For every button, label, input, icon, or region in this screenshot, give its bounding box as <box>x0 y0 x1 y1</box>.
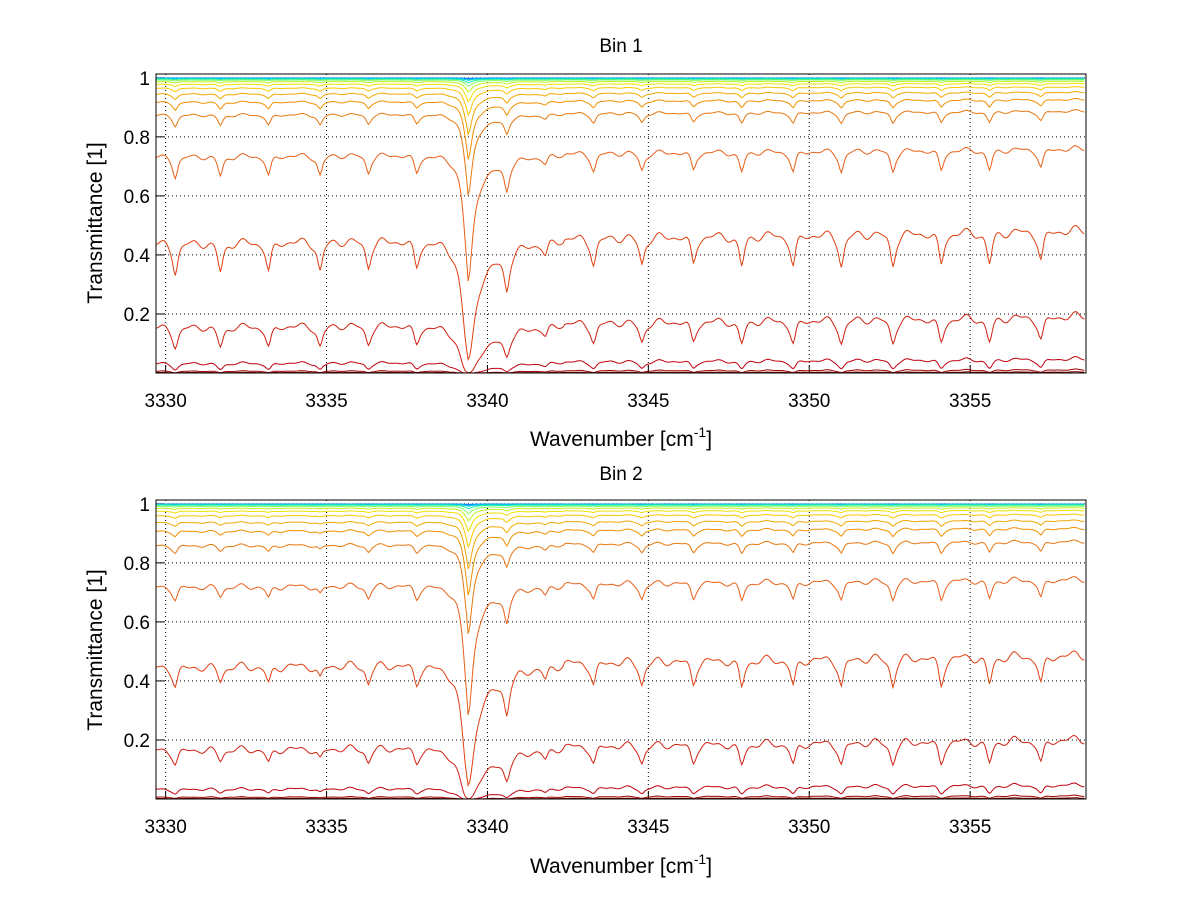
series-line-s8 <box>156 513 1085 549</box>
series-line-s11 <box>155 109 1085 196</box>
y-tick-label: 0.2 <box>124 305 150 326</box>
x-tick-label: 3340 <box>466 817 508 838</box>
series-line-s6 <box>156 507 1085 522</box>
x-axis-label: Wavenumber [cm-1] <box>530 424 712 451</box>
y-tick-label: 0.8 <box>124 128 150 149</box>
y-tick-label: 0.2 <box>124 731 150 752</box>
y-tick-label: 0.6 <box>124 613 150 634</box>
series-line-s3 <box>156 503 1085 507</box>
y-tick-label: 0.6 <box>124 187 150 208</box>
x-tick-label: 3335 <box>305 817 347 838</box>
x-tick-label: 3350 <box>788 817 830 838</box>
axes-box <box>155 73 1087 374</box>
series-line-s11 <box>156 539 1085 634</box>
series-line-s4 <box>155 78 1085 84</box>
y-axis-label: Transmittance [1] <box>84 142 107 303</box>
x-tick-label: 3330 <box>145 817 187 838</box>
y-tick-label: 1 <box>139 69 150 90</box>
series-line-s5 <box>156 79 1085 87</box>
series-line-s15 <box>156 782 1085 800</box>
x-axis-label: Wavenumber [cm-1] <box>530 851 712 878</box>
series-line-s3 <box>156 77 1085 81</box>
series-line-s13 <box>155 224 1085 362</box>
x-tick-label: 3355 <box>949 817 991 838</box>
y-tick-label: 0.4 <box>124 672 151 693</box>
chart-title: Bin 2 <box>599 464 642 485</box>
series-line-s16 <box>156 794 1085 800</box>
y-tick-label: 0.4 <box>124 246 151 267</box>
series-line-s7 <box>156 509 1085 533</box>
series-line-s10 <box>156 527 1085 596</box>
x-tick-label: 3350 <box>788 391 830 412</box>
series-line-s8 <box>155 86 1085 117</box>
series-line-s10 <box>155 98 1085 160</box>
y-tick-label: 1 <box>139 495 150 516</box>
series-line-s12 <box>155 145 1085 282</box>
series-line-s14 <box>155 311 1085 374</box>
x-tick-label: 3345 <box>627 817 669 838</box>
series-line-s9 <box>156 519 1085 570</box>
series-line-s16 <box>155 368 1085 374</box>
axes-bin-2: Bin 2 Wavenumber [cm-1] Transmittance [1… <box>84 464 1087 878</box>
series-line-s15 <box>155 356 1085 374</box>
series-line-s6 <box>156 80 1085 93</box>
axes-bin-1: Bin 1 Wavenumber [cm-1] Transmittance [1… <box>84 36 1087 451</box>
y-axis-label: Transmittance [1] <box>84 569 107 730</box>
x-tick-label: 3345 <box>627 391 669 412</box>
x-tick-label: 3330 <box>145 391 187 412</box>
series-line-s5 <box>156 505 1085 515</box>
series-line-s14 <box>155 735 1085 800</box>
series-line-s13 <box>156 650 1085 787</box>
x-tick-label: 3340 <box>466 391 508 412</box>
x-tick-label: 3335 <box>305 391 347 412</box>
series-line-s7 <box>156 82 1085 103</box>
series-line-s12 <box>156 576 1085 715</box>
y-tick-label: 0.8 <box>124 554 150 575</box>
series-line-s9 <box>155 91 1085 137</box>
series-line-s4 <box>156 504 1085 510</box>
axes-box <box>155 499 1087 800</box>
x-tick-label: 3355 <box>949 391 991 412</box>
chart-title: Bin 1 <box>599 36 642 57</box>
